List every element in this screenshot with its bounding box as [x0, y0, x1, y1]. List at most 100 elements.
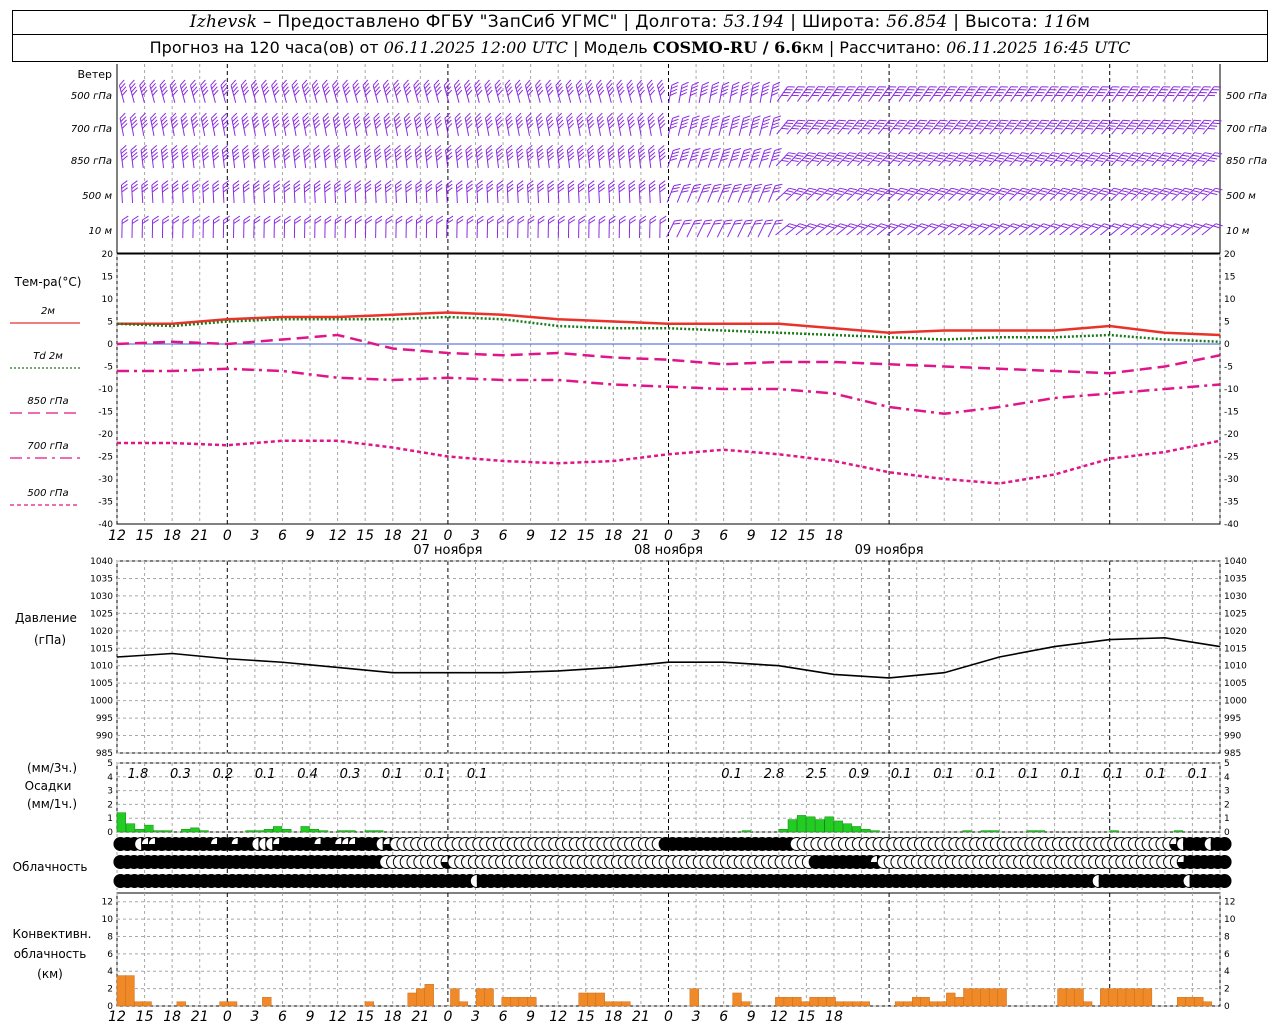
wind-barb-feather: [294, 219, 302, 224]
wind-barb: [1039, 223, 1061, 236]
model-unit: км: [802, 38, 824, 57]
wind-barb-feather: [762, 154, 770, 158]
wind-barb-feather: [1151, 190, 1160, 193]
wind-barb: [668, 81, 679, 103]
wind-barb-feather: [385, 123, 392, 129]
wind-barb-feather: [464, 112, 471, 119]
wind-barb-feather: [304, 151, 311, 158]
wind-barb-feather: [221, 112, 228, 119]
wind-barb-feather: [304, 183, 311, 189]
wind-barb: [816, 152, 837, 167]
wind-barb-feather: [628, 148, 635, 154]
wind-barb-feather: [497, 155, 504, 161]
wind-barb-feather: [302, 112, 309, 119]
wind-barb-feather: [723, 222, 731, 225]
wind-barb-feather: [887, 122, 895, 125]
wind-barb-feather: [658, 148, 665, 154]
wind-barb: [384, 180, 392, 204]
wind-barb-feather: [211, 116, 218, 122]
wind-barb-feather: [751, 92, 759, 96]
wind-barb-feather: [862, 127, 870, 130]
wind-barb-shaft: [667, 150, 674, 168]
wind-barb-feather: [608, 86, 614, 93]
wind-barb-feather: [121, 119, 127, 126]
wind-barb-feather: [711, 85, 719, 90]
wind-barb-feather: [475, 144, 482, 151]
wind-barb-feather: [1187, 127, 1195, 130]
wind-barb: [918, 152, 938, 167]
lat-label: | Широта:: [790, 12, 881, 32]
wind-barb: [283, 215, 291, 239]
temp-xtick: 12: [549, 528, 567, 544]
wind-barb-feather: [723, 115, 731, 119]
wind-barb-shaft: [666, 185, 675, 203]
wind-barb-feather: [1029, 89, 1037, 91]
pressure-ytick-right: 1005: [1224, 679, 1247, 689]
wind-barb-shaft: [768, 150, 776, 168]
wind-barb: [293, 180, 301, 204]
wind-barb-feather: [870, 187, 878, 191]
wind-barb-feather: [476, 148, 483, 154]
wind-barb-feather: [850, 223, 858, 227]
wind-barb: [587, 180, 595, 204]
wind-barb: [240, 79, 250, 103]
wind-barb-feather: [958, 89, 966, 91]
wind-barb-shaft: [1020, 86, 1032, 102]
wind-barb-feather: [928, 225, 936, 229]
wind-barb: [353, 112, 362, 136]
wind-barb-feather: [832, 159, 840, 163]
wind-barb-feather: [141, 183, 149, 189]
wind-barb-feather: [945, 92, 954, 94]
wind-barb-feather: [1032, 187, 1040, 191]
wind-barb-feather: [772, 154, 780, 158]
wind-barb: [413, 112, 422, 136]
precip-3h-label: 2.8: [764, 767, 785, 782]
wind-barb-feather: [1136, 94, 1144, 97]
temp-xtick: 3: [250, 528, 259, 544]
wind-barb: [131, 215, 139, 239]
wind-barb-feather: [466, 89, 473, 96]
wind-barb-feather: [619, 123, 625, 129]
wind-barb: [496, 215, 505, 239]
wind-barb: [1059, 187, 1081, 201]
wind-barb-feather: [444, 82, 451, 90]
wind-barb-feather: [814, 192, 822, 196]
precip-3h-label: 0.1: [1188, 767, 1209, 782]
wind-barb-feather: [939, 86, 947, 88]
wind-barb: [545, 79, 554, 103]
wind-barb: [202, 215, 210, 239]
wind-barb-feather: [968, 122, 976, 125]
wind-barb-feather: [446, 123, 453, 129]
wind-barb: [567, 215, 576, 239]
wind-barb-feather: [1070, 154, 1078, 157]
wind-barb-feather: [1192, 154, 1200, 157]
wind-barb-feather: [648, 144, 655, 151]
wind-barb-feather: [690, 122, 699, 126]
wind-barb-shaft: [816, 152, 830, 167]
wind-barb-feather: [435, 116, 441, 122]
wind-barb: [1141, 152, 1162, 167]
wind-barb-feather: [1078, 192, 1086, 196]
wind-barb-feather: [732, 118, 740, 123]
wind-barb-feather: [365, 123, 372, 129]
wind-barb-feather: [424, 116, 431, 122]
wind-barb-shaft: [979, 86, 991, 102]
wind-barb-feather: [1022, 223, 1031, 227]
wind-barb-feather: [742, 85, 750, 90]
wind-barb-feather: [181, 86, 188, 93]
wind-barb-feather: [588, 183, 595, 189]
wind-barb-feather: [1139, 192, 1147, 196]
wind-barb-feather: [311, 79, 318, 86]
wind-barb-feather: [829, 223, 838, 227]
temp-ytick-left: 5: [107, 318, 113, 328]
wind-barb: [1130, 187, 1152, 201]
wind-barb-feather: [1179, 125, 1187, 127]
wind-barb-feather: [1133, 152, 1141, 155]
wind-barb-feather: [1185, 223, 1193, 227]
wind-barb-feather: [949, 225, 957, 229]
wind-barb-shaft: [769, 118, 775, 136]
wind-barb-feather: [303, 116, 309, 122]
wind-barb-feather: [191, 148, 199, 154]
wind-barb-feather: [1018, 89, 1027, 91]
wind-barb-feather: [859, 187, 868, 191]
